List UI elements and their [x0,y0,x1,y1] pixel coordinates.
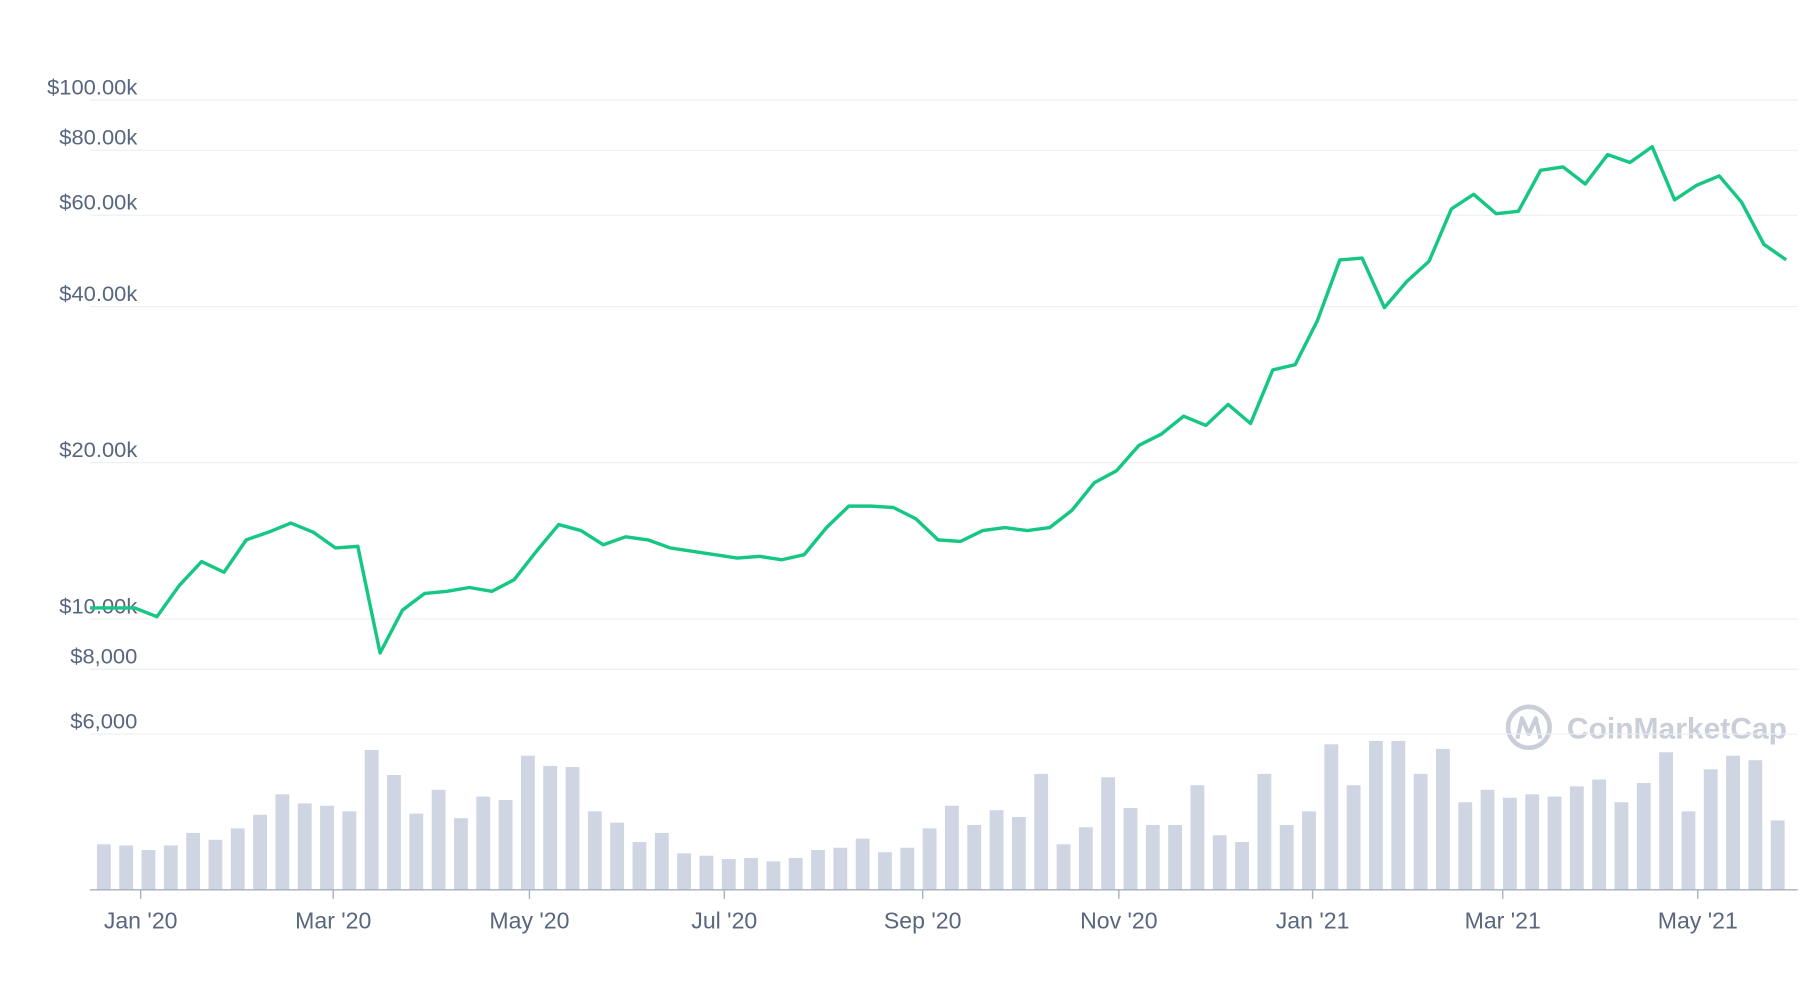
y-tick-label: $40.00k [59,281,137,306]
x-tick-label: May '21 [1658,908,1738,934]
watermark-logo [1505,704,1552,751]
volume-bar [1235,842,1249,890]
volume-bar [1078,827,1093,890]
volume-bar [96,844,111,890]
volume-bar [610,822,625,890]
volume-bar [364,750,379,890]
volume-bar [945,805,959,890]
volume-bar [1659,752,1674,890]
volume-bar [1480,789,1495,890]
volume-bar [878,852,892,890]
y-tick-label: $60.00k [59,190,137,215]
x-tick-label: Jan '20 [104,908,178,934]
volume-bar [387,775,401,890]
volume-bar [900,847,915,890]
volume-bar [1123,807,1138,890]
y-tick-label: $80.00k [59,125,137,150]
volume-bar [855,838,870,890]
x-tick-label: Mar '20 [295,908,371,934]
volume-bar [677,853,692,890]
x-tick-label: Sep '20 [884,908,962,934]
x-tick-label: Jan '21 [1276,908,1350,934]
volume-bar [409,813,424,890]
volume-bar [1257,773,1272,890]
volume-bar [1034,773,1049,890]
volume-bar [1636,782,1651,890]
volume-bar [1145,825,1160,890]
volume-bar [141,850,156,890]
volume-bar [632,842,647,890]
volume-bar [543,765,558,890]
volume-bar [454,818,468,890]
volume-bar [1726,755,1740,890]
price-line [89,145,1788,655]
volume-bar [275,794,290,890]
volume-bar [1703,769,1718,890]
volume-bar [1369,740,1383,890]
volume-bar [342,811,357,890]
volume-bar [1770,820,1785,890]
volume-bar [721,859,736,890]
volume-bar [1324,744,1339,890]
volume-bar [1168,825,1183,890]
volume-bar [1302,811,1316,890]
volume-bar [253,814,267,890]
volume-bar [119,845,134,890]
volume-bar [1011,817,1026,890]
volume-bar [1569,786,1584,890]
y-tick-label: $6,000 [70,709,137,734]
volume-bar [1101,777,1116,890]
volume-bar [1592,779,1607,890]
volume-bar [320,805,334,890]
watermark-text: CoinMarketCap [1567,713,1787,746]
volume-bar [1435,748,1450,890]
volume-bar [1212,835,1227,890]
volume-bar [1346,785,1361,890]
y-tick-label: $100.00k [47,74,137,99]
volume-bar [1614,802,1629,890]
volume-bar [811,850,825,890]
volume-bar [1502,797,1517,890]
x-tick-label: May '20 [489,908,569,934]
volume-bar [186,832,201,890]
watermark-logo-mark [1515,716,1543,740]
volume-bar [1458,802,1473,890]
x-tick-label: Nov '20 [1080,908,1157,934]
volume-bar [230,828,245,890]
volume-bar [431,789,446,890]
watermark: CoinMarketCap [1505,704,1787,751]
volume-bar [498,800,513,890]
volume-bar [967,825,982,890]
volume-bar [1279,825,1294,890]
x-tick-label: Jul '20 [691,908,757,934]
volume-bar [1525,794,1540,890]
volume-bar [1748,760,1763,890]
volume-bar [1391,740,1406,890]
y-tick-label: $10.00k [59,593,137,618]
volume-bar [833,847,848,890]
volume-bar [1681,811,1696,890]
volume-bar [922,828,937,890]
volume-bar [1413,773,1428,890]
volume-bar [163,845,178,890]
volume-bar [654,832,669,890]
volume-bar [297,803,312,890]
volume-bar [520,755,535,890]
volume-bar [587,811,602,890]
volume-bar [699,855,714,890]
volume-bar [476,796,491,890]
y-tick-label: $8,000 [70,644,137,669]
volume-bar [1190,785,1205,890]
y-tick-label: $20.00k [59,437,137,462]
volume-bar [766,861,781,890]
volume-bar [1056,844,1071,890]
volume-bar [744,857,758,890]
x-tick-label: Mar '21 [1465,908,1541,934]
volume-bar [788,857,803,890]
volume-bar [565,767,580,890]
volume-bar [989,810,1004,890]
volume-bar [208,839,223,890]
volume-bar [1547,796,1562,890]
